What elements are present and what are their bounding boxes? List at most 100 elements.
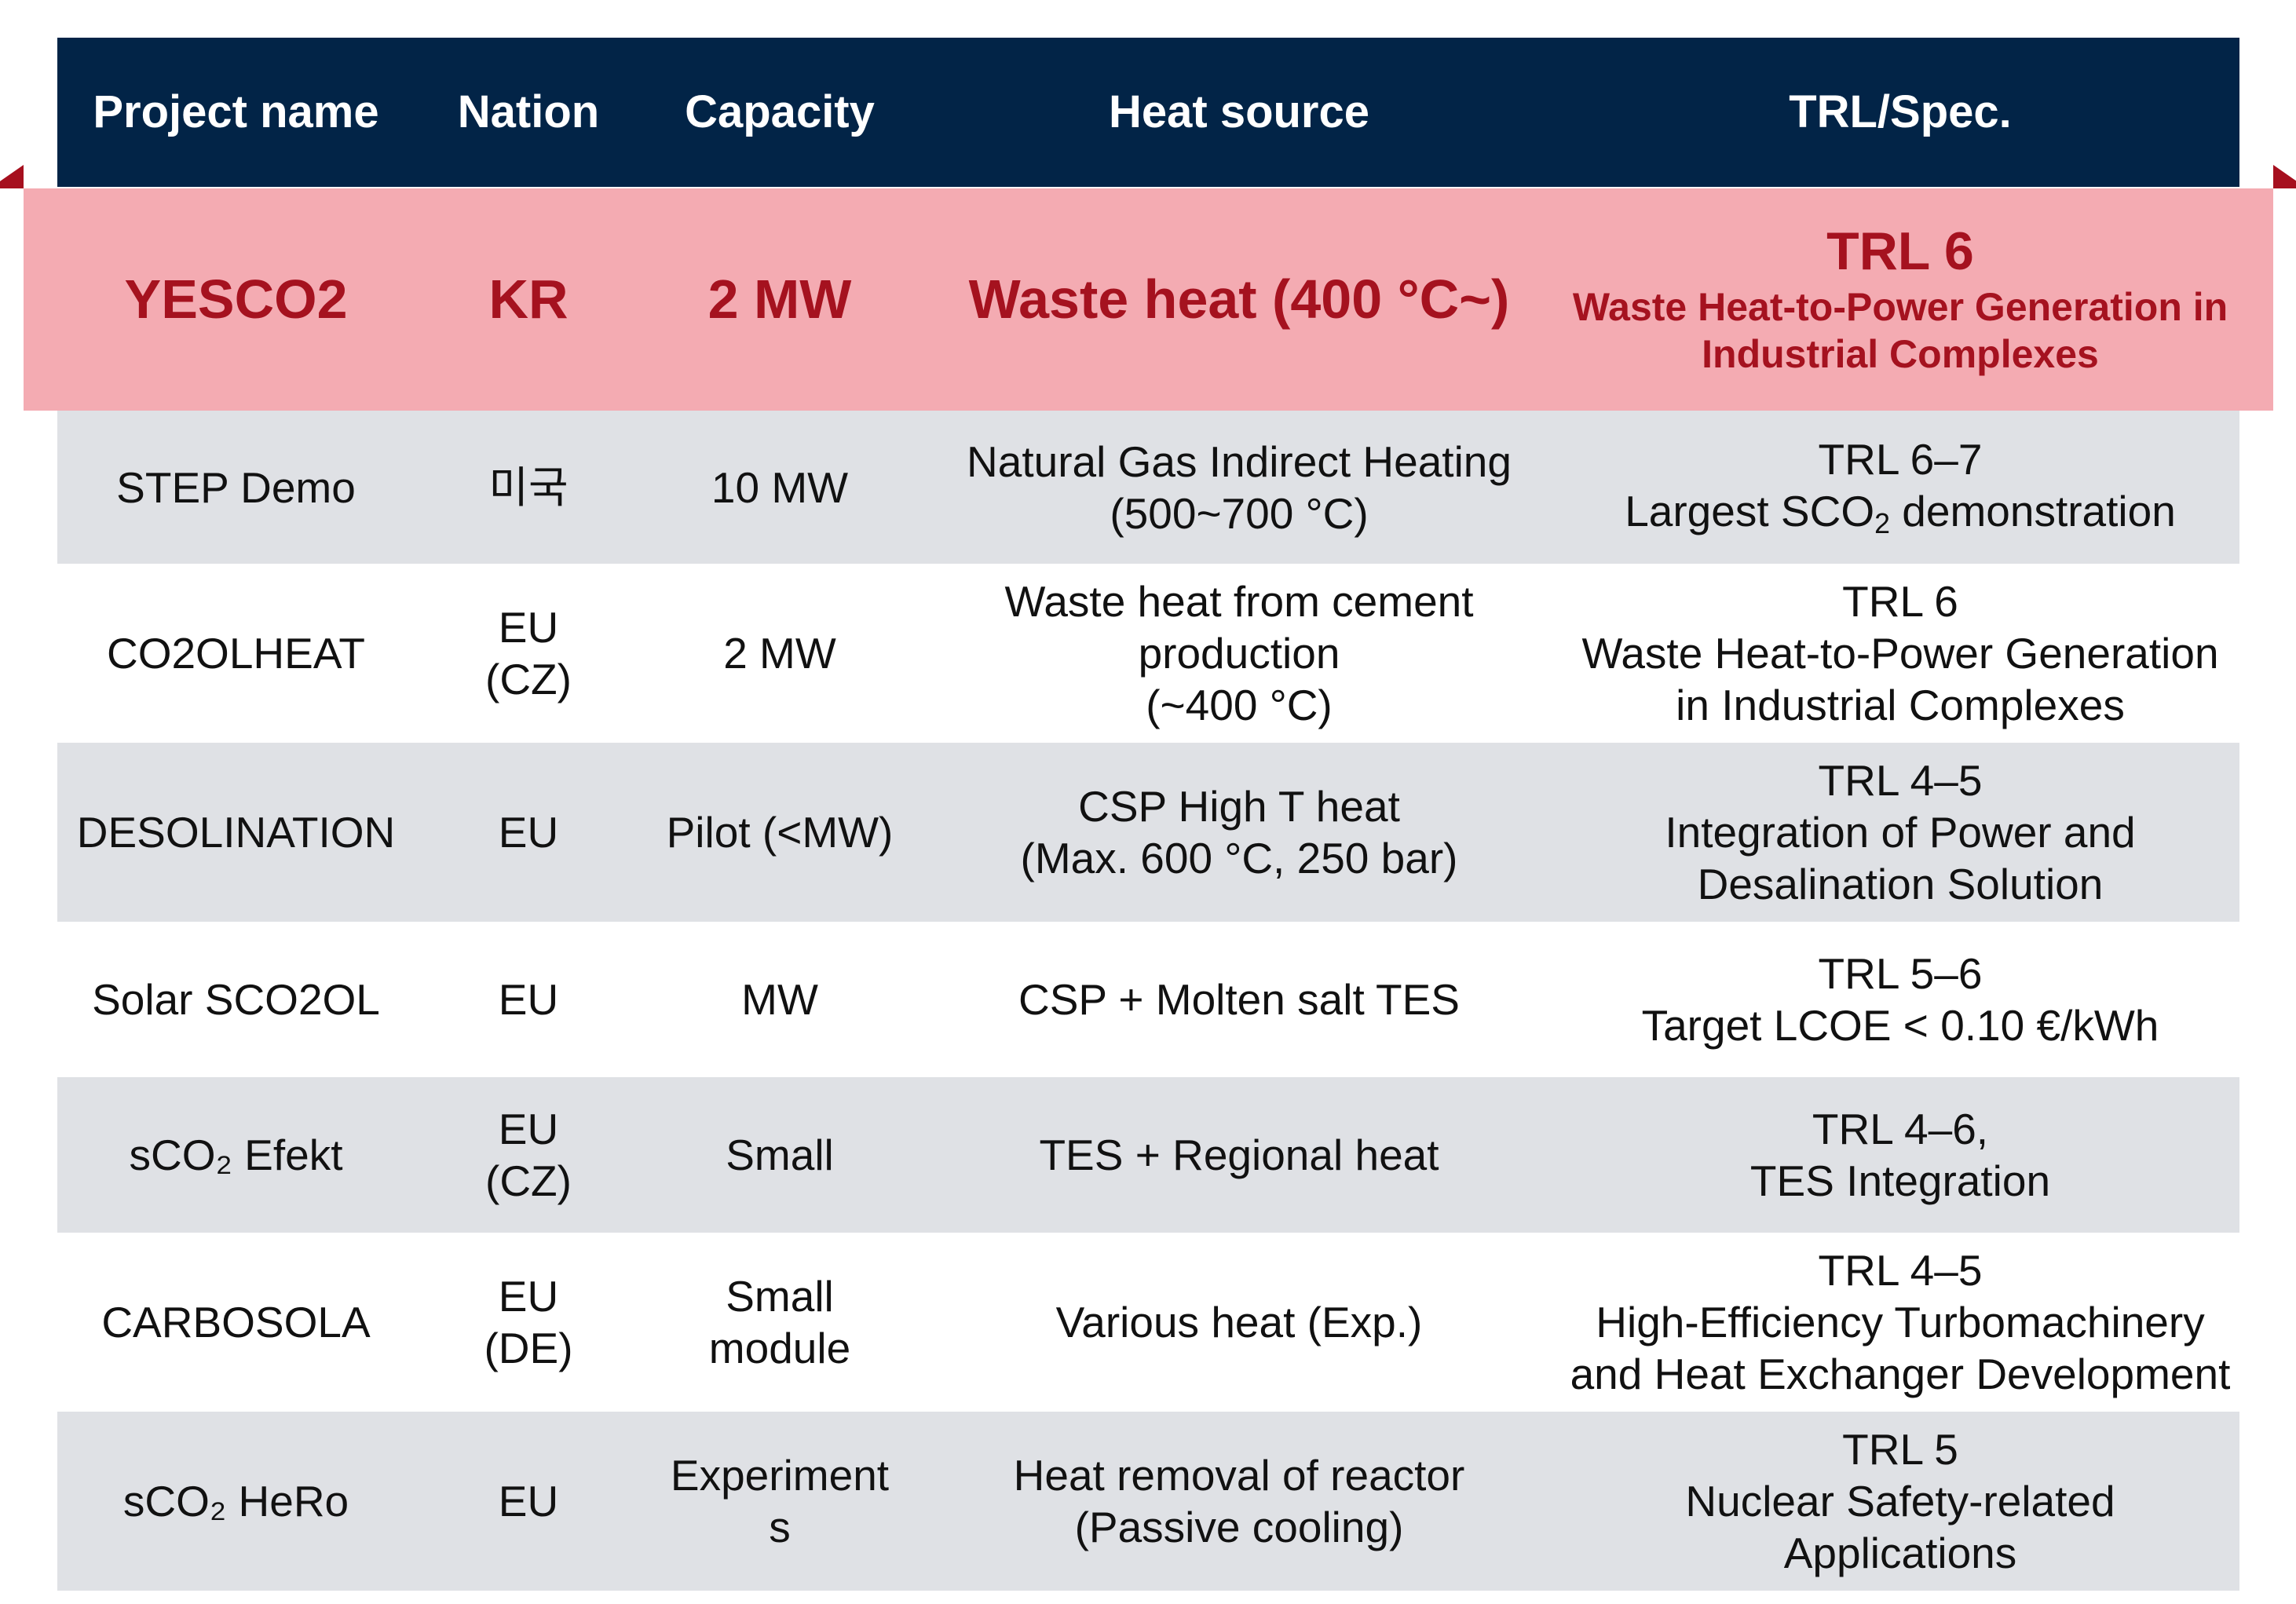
cell-capacity-line: 10 MW xyxy=(711,462,849,512)
cell-heat-source-line: Various heat (Exp.) xyxy=(1055,1298,1423,1346)
header-trl-spec: TRL/Spec. xyxy=(1789,86,2012,138)
cell-heat-source-line: CSP High T heat xyxy=(1078,782,1400,831)
cell-trl-spec: TRL 4–5 High-Efficiency Turbomachinery and… xyxy=(1561,1244,2239,1400)
cell-capacity: Small xyxy=(642,1129,917,1181)
cell-heat-source: Natural Gas Indirect Heating (500~700 °C) xyxy=(917,436,1561,539)
highlight-row: YESCO2 KR 2 MW Waste heat (400 °C~) TRL … xyxy=(0,165,2296,411)
cell-project: sCO₂ HeRo xyxy=(57,1475,415,1527)
header-heat-source: Heat source xyxy=(1108,86,1370,138)
cell-project: DESOLINATION xyxy=(57,806,415,858)
cell-trl-spec-line: Applications xyxy=(1783,1529,2017,1577)
header-capacity: Capacity xyxy=(685,86,875,138)
spec-prefix: Largest SCO xyxy=(1625,487,1875,536)
cell-capacity-line: module xyxy=(708,1324,851,1372)
cell-project-line: DESOLINATION xyxy=(76,808,396,857)
cell-capacity: Pilot (<MW) xyxy=(642,806,917,858)
cell-capacity: MW xyxy=(642,974,917,1025)
ribbon-fold-right xyxy=(2273,165,2296,188)
highlight-trl-spec: TRL 6 Waste Heat-to-Power Generation in … xyxy=(1561,220,2239,378)
table-row: sCO₂ HeRo EU Experiment s Heat removal of re… xyxy=(57,1412,2239,1591)
table-row: Solar SCO2OL EU MW CSP + Molten salt TES TRL… xyxy=(57,922,2239,1077)
cell-trl-spec: TRL 6–7 Largest SCO2 demonstration xyxy=(1561,433,2239,541)
cell-trl-spec: TRL 4–5 Integration of Power and Desalinat… xyxy=(1561,755,2239,910)
highlight-band xyxy=(0,165,2296,411)
highlight-project: YESCO2 xyxy=(124,268,348,330)
spec-suffix: demonstration xyxy=(1890,487,2176,536)
cell-nation-line: 미국 xyxy=(488,462,569,512)
cell-trl-spec-line: TRL 5 xyxy=(1842,1425,1958,1474)
cell-nation-line: EU xyxy=(498,808,559,857)
table-row: STEP Demo 미국 10 MW Natural Gas Indirect Hea… xyxy=(57,411,2239,564)
cell-trl-spec-line: in Industrial Complexes xyxy=(1676,681,2125,729)
cell-heat-source: Various heat (Exp.) xyxy=(917,1296,1561,1348)
table-header: Project name Nation Capacity Heat source… xyxy=(57,38,2239,187)
cell-capacity-line: Small xyxy=(726,1131,834,1179)
table-body: STEP Demo 미국 10 MW Natural Gas Indirect Hea… xyxy=(57,411,2239,1591)
table-row: DESOLINATION EU Pilot (<MW) CSP High T heat… xyxy=(57,743,2239,922)
cell-nation-line: EU xyxy=(498,1105,559,1153)
cell-capacity: Experiment s xyxy=(642,1449,917,1553)
cell-heat-source-line: production xyxy=(1138,629,1340,678)
cell-trl-spec-spec: Largest SCO2 demonstration xyxy=(1625,485,2176,541)
cell-project-line: STEP Demo xyxy=(116,462,356,512)
header-project-name: Project name xyxy=(93,86,379,138)
cell-project: CARBOSOLA xyxy=(57,1296,415,1348)
project-table: Project name Nation Capacity Heat source… xyxy=(0,38,2296,1591)
cell-heat-source-line: Heat removal of reactor xyxy=(1013,1451,1465,1500)
table-row: sCO₂ Efekt EU (CZ) Small TES + Regional heat… xyxy=(57,1077,2239,1233)
cell-trl-spec-line: TES Integration xyxy=(1749,1156,2051,1205)
cell-project: STEP Demo xyxy=(57,462,415,513)
highlight-trl: TRL 6 xyxy=(1826,221,1974,281)
spec-subscript: 2 xyxy=(1874,508,1890,540)
cell-capacity: 2 MW xyxy=(642,627,917,679)
table-row: CO2OLHEAT EU (CZ) 2 MW Waste heat from cemen… xyxy=(57,564,2239,743)
cell-nation-line: EU xyxy=(498,1272,559,1321)
cell-trl-spec-line: TRL 4–6, xyxy=(1812,1105,1989,1153)
cell-trl-spec-line: TRL 4–5 xyxy=(1818,756,1983,805)
cell-heat-source-line: (Max. 600 °C, 250 bar) xyxy=(1020,834,1458,882)
cell-nation: EU (CZ) xyxy=(415,601,642,705)
cell-heat-source-line: Waste heat from cement xyxy=(1004,577,1474,626)
cell-heat-source: TES + Regional heat xyxy=(917,1129,1561,1181)
cell-project-line: sCO₂ HeRo xyxy=(122,1477,349,1525)
cell-capacity-line: 2 MW xyxy=(723,629,836,678)
cell-nation: 미국 xyxy=(415,462,642,513)
cell-capacity: Small module xyxy=(642,1270,917,1374)
cell-trl-spec: TRL 6 Waste Heat-to-Power Generation in In… xyxy=(1561,575,2239,731)
cell-project-line: Solar SCO2OL xyxy=(92,975,380,1024)
highlight-spec-line1: Waste Heat-to-Power Generation in xyxy=(1572,285,2228,330)
cell-trl-spec-line: TRL 5–6 xyxy=(1818,949,1983,998)
cell-nation-line: EU xyxy=(498,603,559,652)
cell-heat-source: Heat removal of reactor (Passive cooling) xyxy=(917,1449,1561,1553)
cell-heat-source-line: CSP + Molten salt TES xyxy=(1018,975,1460,1024)
cell-trl-spec-line: Integration of Power and xyxy=(1665,808,2136,857)
cell-project: sCO₂ Efekt xyxy=(57,1129,415,1181)
ribbon-fold-left xyxy=(0,165,24,188)
highlight-heat-source: Waste heat (400 °C~) xyxy=(968,268,1510,330)
cell-nation-line: (CZ) xyxy=(485,1156,572,1205)
cell-heat-source: CSP + Molten salt TES xyxy=(917,974,1561,1025)
cell-capacity-line: s xyxy=(769,1503,791,1551)
cell-heat-source-line: (~400 °C) xyxy=(1146,681,1333,729)
cell-trl-spec-line: Waste Heat-to-Power Generation xyxy=(1581,629,2219,678)
header-nation: Nation xyxy=(457,86,600,138)
cell-capacity: 10 MW xyxy=(642,462,917,513)
cell-project-line: CO2OLHEAT xyxy=(106,629,366,678)
cell-trl-spec-line: Desalination Solution xyxy=(1697,860,2104,908)
highlight-spec-line2: Industrial Complexes xyxy=(1702,332,2099,377)
highlight-row-content: YESCO2 KR 2 MW Waste heat (400 °C~) TRL … xyxy=(57,187,2239,411)
cell-project-line: CARBOSOLA xyxy=(101,1298,371,1346)
cell-trl-spec: TRL 5–6 Target LCOE < 0.10 €/kWh xyxy=(1561,948,2239,1051)
cell-nation: EU xyxy=(415,974,642,1025)
cell-project: Solar SCO2OL xyxy=(57,974,415,1025)
cell-capacity-line: Small xyxy=(726,1272,834,1321)
cell-trl-spec-line: Target LCOE < 0.10 €/kWh xyxy=(1641,1001,2159,1050)
cell-trl-spec-line: TRL 4–5 xyxy=(1818,1246,1983,1295)
table-row: CARBOSOLA EU (DE) Small module Various heat (… xyxy=(57,1233,2239,1412)
cell-heat-source-line: (Passive cooling) xyxy=(1074,1503,1404,1551)
cell-nation-line: EU xyxy=(498,975,559,1024)
cell-project: CO2OLHEAT xyxy=(57,627,415,679)
cell-heat-source: Waste heat from cement production (~400 °C… xyxy=(917,575,1561,731)
cell-trl-spec-line: High-Efficiency Turbomachinery xyxy=(1596,1298,2205,1346)
highlight-capacity: 2 MW xyxy=(707,268,852,330)
